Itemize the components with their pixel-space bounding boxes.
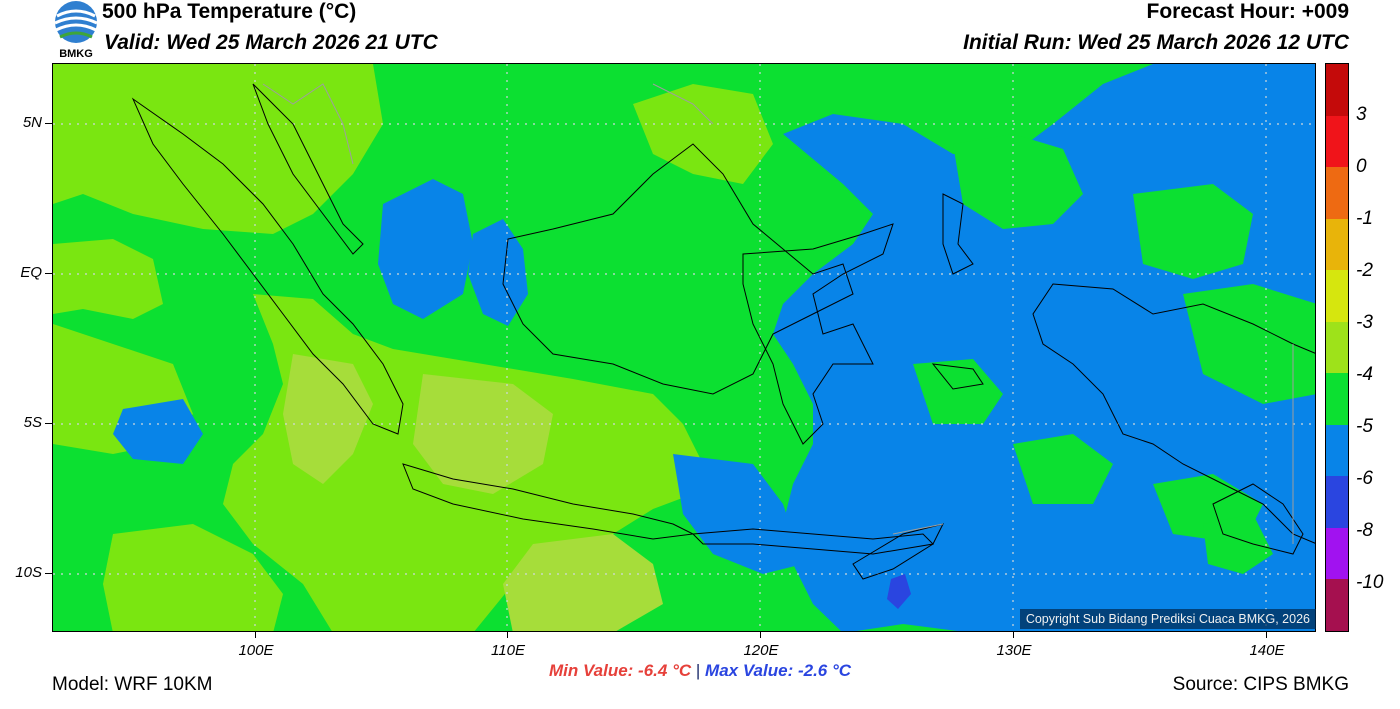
colorbar-label: -3	[1356, 312, 1373, 333]
lon-tick	[760, 632, 761, 638]
lon-label: 110E	[491, 642, 525, 659]
colorbar-label: -6	[1356, 468, 1373, 489]
colorbar-segment	[1326, 373, 1348, 425]
lon-tick	[1266, 632, 1267, 638]
map-field	[53, 64, 1315, 631]
logo-text: BMKG	[59, 48, 93, 60]
temperature-map	[52, 63, 1316, 632]
model-label: Model: WRF 10KM	[52, 674, 213, 695]
colorbar-segment	[1326, 527, 1348, 580]
lat-tick	[45, 423, 52, 424]
min-max-separator: |	[695, 661, 701, 680]
colorbar-label: -1	[1356, 208, 1373, 229]
lon-tick	[507, 632, 508, 638]
colorbar-label: -2	[1356, 260, 1373, 281]
lon-tick	[255, 632, 256, 638]
colorbar-segment	[1326, 476, 1348, 528]
colorbar-segment	[1326, 64, 1348, 116]
colorbar-segment	[1326, 167, 1348, 219]
map-title: 500 hPa Temperature (°C)	[102, 0, 357, 23]
colorbar-label: -5	[1356, 416, 1373, 437]
lon-label: 140E	[1249, 642, 1285, 659]
lat-tick	[45, 273, 52, 274]
colorbar-segment	[1326, 270, 1348, 322]
lon-label: 120E	[743, 642, 779, 659]
lat-label: 5N	[22, 114, 42, 131]
colorbar-label: 0	[1356, 156, 1367, 177]
lat-tick	[45, 123, 52, 124]
colorbar-segment	[1326, 424, 1348, 477]
min-max-line: Min Value: -6.4 °C | Max Value: -2.6 °C	[0, 661, 1400, 681]
lon-label: 100E	[238, 642, 274, 659]
colorbar-label: -4	[1356, 364, 1373, 385]
min-value: Min Value: -6.4 °C	[548, 661, 692, 680]
forecast-hour: Forecast Hour: +009	[1146, 0, 1350, 23]
colorbar-segment	[1326, 115, 1348, 168]
colorbar-label: 3	[1356, 104, 1367, 125]
initial-run: Initial Run: Wed 25 March 2026 12 UTC	[963, 31, 1349, 54]
colorbar-segment	[1326, 321, 1348, 374]
valid-time: Valid: Wed 25 March 2026 21 UTC	[104, 31, 438, 54]
colorbar-label: -10	[1356, 572, 1384, 593]
lon-tick	[1013, 632, 1014, 638]
lat-label: 5S	[23, 414, 42, 431]
lat-label: EQ	[20, 264, 42, 281]
colorbar	[1325, 63, 1349, 632]
max-value: Max Value: -2.6 °C	[705, 661, 852, 680]
colorbar-segment	[1326, 218, 1348, 271]
lon-label: 130E	[996, 642, 1032, 659]
source-label: Source: CIPS BMKG	[1172, 674, 1349, 695]
colorbar-segment	[1326, 579, 1348, 631]
colorbar-label: -8	[1356, 520, 1373, 541]
bmkg-logo	[52, 0, 100, 62]
lat-tick	[45, 573, 52, 574]
copyright-note: Copyright Sub Bidang Prediksi Cuaca BMKG…	[1019, 609, 1316, 629]
lat-label: 10S	[15, 564, 42, 581]
